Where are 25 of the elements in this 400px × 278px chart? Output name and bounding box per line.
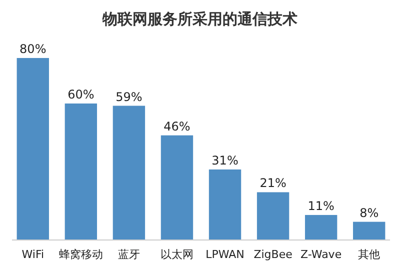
x-tick-label: 蓝牙 [118, 248, 140, 261]
data-label: 60% [68, 88, 94, 102]
x-tick-label: Z-Wave [300, 248, 342, 261]
bar [64, 104, 98, 240]
data-label: 80% [20, 42, 46, 56]
data-label: 31% [212, 153, 238, 168]
bar [304, 214, 338, 240]
chart-title: 物联网服务所采用的通信技术 [102, 10, 298, 28]
data-label: 11% [308, 198, 334, 213]
data-label: 8% [360, 206, 379, 220]
bar [160, 135, 194, 240]
data-label: 59% [116, 90, 142, 104]
bar [353, 222, 386, 240]
data-label: 21% [260, 176, 286, 190]
bar [208, 169, 242, 240]
data-label: 46% [164, 119, 190, 134]
x-tick-label: 蜂窝移动 [58, 248, 103, 261]
x-tick-label: 其他 [358, 248, 380, 261]
x-tick-label: ZigBee [254, 248, 293, 261]
x-tick-label: LPWAN [206, 248, 244, 261]
bar [112, 106, 146, 240]
x-tick-label: 以太网 [160, 248, 194, 261]
x-tick-label: WiFi [22, 248, 44, 261]
bar [256, 192, 290, 240]
bar [16, 58, 49, 240]
